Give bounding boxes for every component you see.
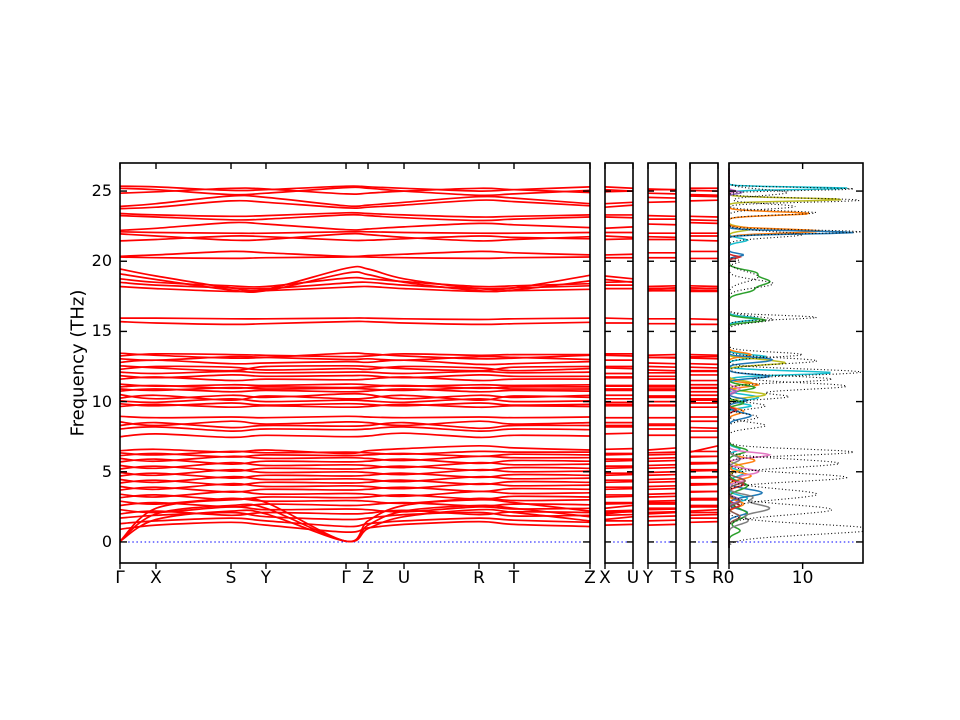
k-point-label: Γ [341,568,351,588]
phonon-bands-segment-SR [689,187,719,524]
y-tick-label: 25 [91,181,112,201]
k-point-label: R [712,568,724,588]
y-tick-label: 20 [91,251,112,271]
dos-curves [728,168,864,548]
y-tick-label: 5 [101,461,112,481]
k-point-label: T [508,568,520,588]
phonon-bands-segment-XU [604,186,634,526]
dos-total-1 [728,168,864,548]
dos-tick-label: 0 [723,568,735,588]
k-point-label: Γ [115,568,125,588]
k-point-label: X [599,568,611,588]
dos-total-2 [728,168,864,548]
k-point-label: S [684,568,696,588]
phonon-bands-main [119,185,591,543]
y-tick-label: 15 [91,321,112,341]
k-point-label: R [473,568,485,588]
k-point-label: Z [362,568,374,588]
k-point-label: Y [260,568,272,588]
dos-tick-label: 10 [791,568,814,588]
k-point-label: U [397,568,411,588]
k-point-label: Y [642,568,654,588]
phonon-bands-segment-YT [647,188,677,526]
y-axis-label: Frequency (THz) [67,289,89,437]
y-tick-label: 0 [101,531,112,551]
y-tick-label: 10 [91,391,112,411]
k-point-label: U [626,568,640,588]
k-point-label: S [225,568,237,588]
dos-olive [728,168,842,548]
k-point-label: X [150,568,162,588]
k-point-label: T [670,568,682,588]
k-point-label: Z [584,568,596,588]
axes-frames-and-ticks [119,162,864,569]
